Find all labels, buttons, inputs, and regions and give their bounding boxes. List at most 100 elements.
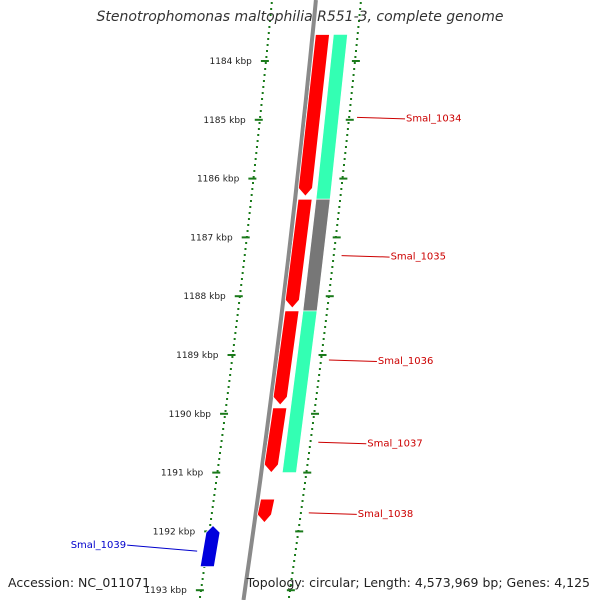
ruler-dot-left [247,218,250,220]
ruler-dot-right [346,128,349,130]
ruler-dot-right [348,110,351,112]
ruler-dot-left [266,44,269,46]
kbp-label: 1191 kbp [161,469,204,479]
ruler-dot-right [338,200,341,202]
feature-block [281,310,318,473]
ruler-dot-right [309,440,312,442]
ruler-dot-right [343,158,346,160]
ruler-dot-right [358,14,361,16]
ruler-dot-left [200,584,203,586]
ruler-dot-left [211,506,214,508]
ruler-dot-right [352,74,355,76]
ruler-dot-right [318,374,321,376]
ruler-dot-left [230,362,233,364]
ruler-dot-left [246,230,249,232]
ruler-dot-left [202,572,205,574]
ruler-dot-right [314,404,317,406]
ruler-dot-right [324,326,327,328]
kbp-ruler: 1184 kbp 1185 kbp 1186 kbp 1187 kbp 1188 kbp… [144,2,362,598]
ruler-dot-left [269,14,272,16]
ruler-dot-right [303,488,306,490]
ruler-dot-right [311,422,314,424]
ruler-dot-left [261,92,264,94]
gene-label: Smal_1038 [358,509,413,520]
ruler-dot-left [265,56,268,58]
ruler-dot-left [201,578,204,580]
ruler-dot-left [219,452,222,454]
ruler-dot-left [268,20,271,22]
ruler-dot-left [216,470,219,472]
gene-leader-line [308,512,357,515]
ruler-dot-left [232,350,235,352]
ruler-dot-left [241,272,244,274]
ruler-dot-left [264,68,267,70]
ruler-dot-right [348,116,351,118]
ruler-dot-left [210,518,213,520]
ruler-dot-right [334,242,337,244]
ruler-dot-left [245,242,248,244]
gene-leader-line [357,116,406,120]
ruler-dot-right [336,224,339,226]
ruler-dot-right [332,260,335,262]
ruler-dot-right [350,98,353,100]
ruler-dot-right [323,332,326,334]
topology-text: Topology: circular; Length: 4,573,969 bp… [246,575,590,590]
ruler-dot-right [344,152,347,154]
kbp-label: 1185 kbp [203,116,246,126]
ruler-dot-right [315,398,318,400]
ruler-dot-left [222,422,225,424]
ruler-dot-left [255,152,258,154]
ruler-dot-left [255,146,258,148]
ruler-dot-left [235,320,238,322]
ruler-dot-right [313,410,316,412]
ruler-dot-left [250,194,253,196]
ruler-dot-left [265,50,268,52]
ruler-dot-left [233,338,236,340]
gene-labels: Smal_1034 Smal_1035 Smal_1036 Smal_1037 Smal… [71,113,461,552]
kbp-label: 1188 kbp [183,292,226,302]
ruler-dot-right [345,140,348,142]
ruler-dot-right [338,206,341,208]
ruler-dot-right [341,176,344,178]
ruler-dot-right [305,470,308,472]
ruler-dot-right [301,500,304,502]
ruler-dot-right [295,542,298,544]
gene-arrow-forward [263,407,288,474]
ruler-dot-left [267,38,270,40]
ruler-dot-right [349,104,352,106]
ruler-dot-right [335,230,338,232]
ruler-dot-right [307,458,310,460]
ruler-dot-left [209,524,212,526]
ruler-dot-right [337,212,340,214]
ruler-dot-right [290,578,293,580]
ruler-dot-left [232,344,235,346]
ruler-dot-right [294,548,297,550]
ruler-dot-right [350,92,353,94]
kbp-label: 1190 kbp [169,410,212,420]
ruler-dot-left [238,302,241,304]
ruler-dot-left [262,80,265,82]
ruler-dot-left [223,416,226,418]
ruler-dot-left [212,500,215,502]
ruler-dot-right [306,464,309,466]
ruler-dot-left [254,158,257,160]
ruler-dot-left [239,290,242,292]
ruler-dot-right [342,164,345,166]
ruler-dot-left [220,440,223,442]
genome-axis [241,0,318,600]
ruler-dot-left [229,368,232,370]
ruler-dot-right [354,50,357,52]
ruler-dot-left [226,398,229,400]
ruler-dot-left [240,278,243,280]
ruler-dot-left [267,32,270,34]
gene-label: Smal_1037 [367,438,422,449]
kbp-label: 1186 kbp [197,175,240,185]
ruler-dot-left [259,110,262,112]
ruler-dot-left [218,458,221,460]
ruler-dot-left [256,140,259,142]
ruler-dot-left [251,188,254,190]
ruler-dot-right [339,194,342,196]
ruler-dot-right [308,446,311,448]
ruler-dot-left [228,380,231,382]
ruler-dot-right [328,290,331,292]
